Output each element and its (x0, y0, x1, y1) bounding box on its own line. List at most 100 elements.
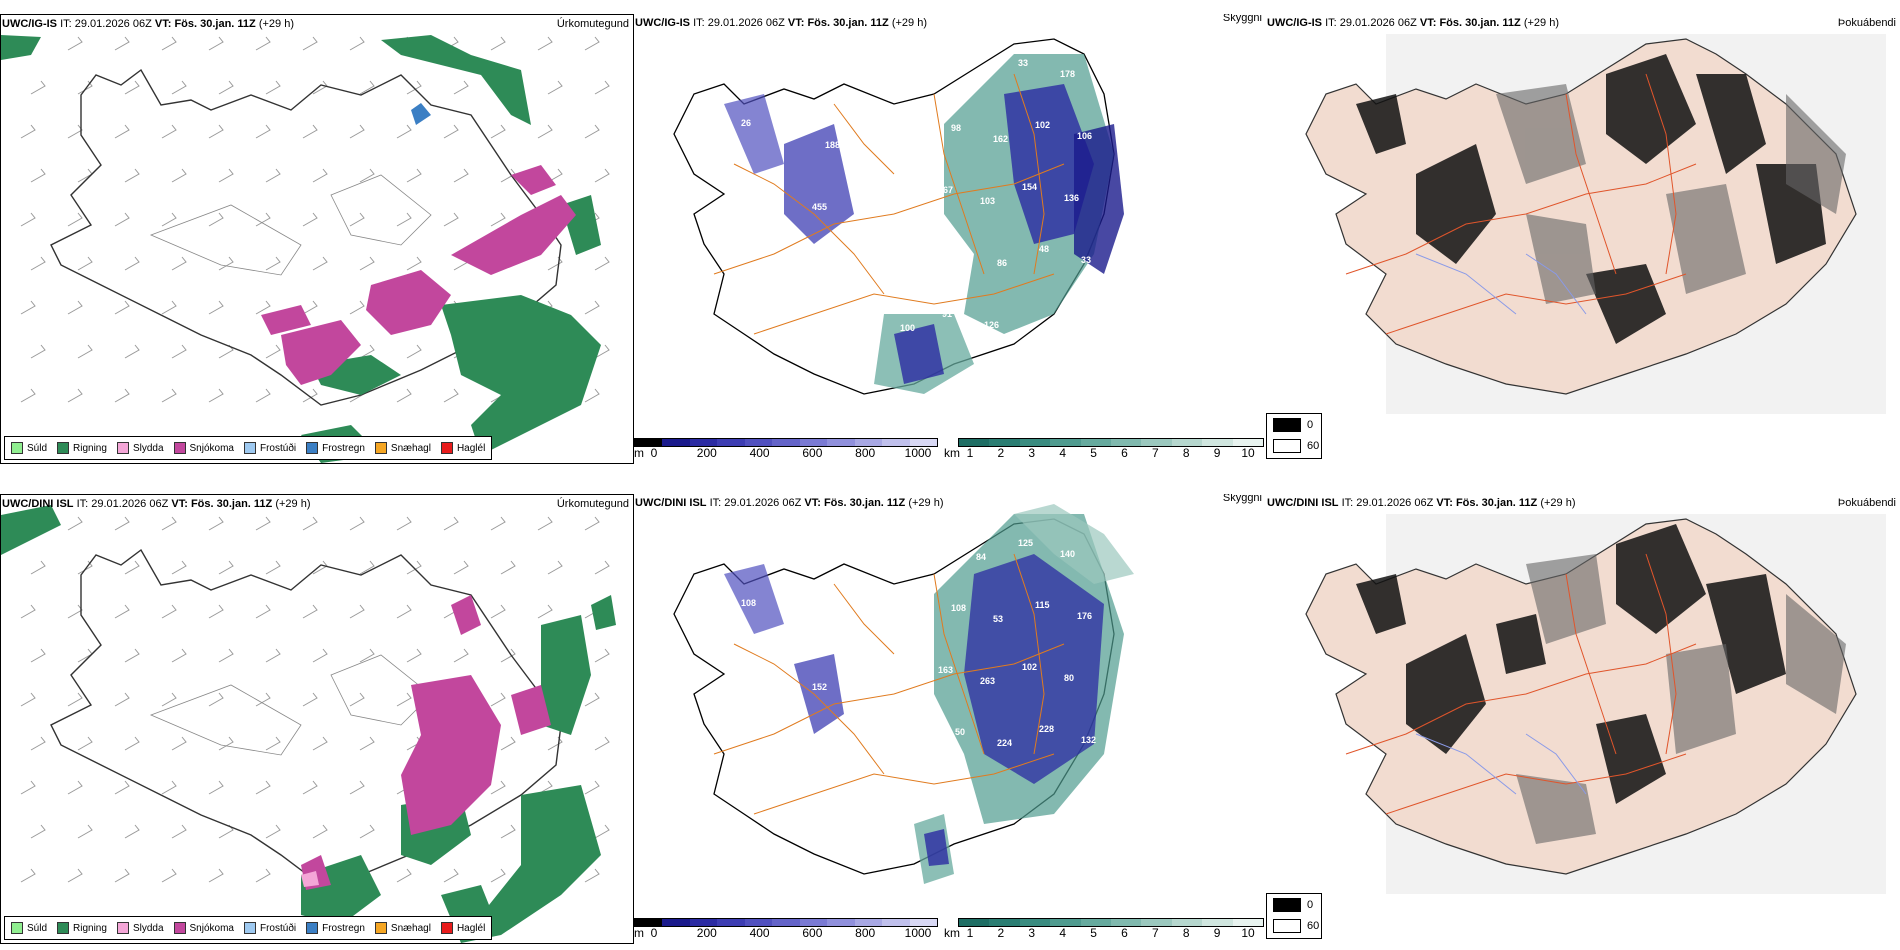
precip-legend-item: Snjókoma (173, 922, 234, 934)
wind-barb (218, 648, 234, 663)
wind-barb (171, 824, 187, 839)
wind-barb (161, 36, 177, 51)
wind-barb (30, 736, 46, 751)
visibility-panel-bottom: 155 147 86 153 79 78 84 125 140 108 59 386 372 750 108… (634, 494, 1266, 944)
colorbar-tick-label: 7 (1151, 446, 1159, 460)
fog-legend-label: 0 (1307, 419, 1314, 431)
colorbar-segment (689, 919, 718, 926)
it-label: IT: (1325, 17, 1337, 29)
colorbar-segment (882, 919, 910, 926)
wind-barb (443, 124, 459, 139)
wind-barb (547, 80, 563, 95)
wind-barb (594, 736, 610, 751)
wind-barb (349, 692, 365, 707)
visibility-value-label: 152 (812, 682, 827, 692)
wind-barb (500, 736, 516, 751)
wind-barb (453, 560, 469, 575)
colorbar-segment (1202, 919, 1233, 926)
visibility-value-label: 154 (1022, 182, 1037, 192)
colorbar-segment (662, 439, 690, 446)
wind-barb (302, 212, 318, 227)
visibility-colorbar-bar (958, 918, 1264, 927)
precip-legend-label: Frostúði (259, 442, 297, 454)
panel-header: UWC/IG-IS IT: 29.01.2026 06Z VT: Fös. 30… (635, 17, 927, 29)
wind-barb (114, 692, 130, 707)
it-value: 29.01.2026 06Z (724, 497, 802, 509)
colorbar-segment (662, 919, 690, 926)
wind-barb (171, 256, 187, 271)
wind-barb (594, 344, 610, 359)
lead-time: (+29 h) (1523, 17, 1560, 29)
precip-type-panel-top: UWC/IG-IS IT: 29.01.2026 06Z VT: Fös. 30… (0, 14, 634, 464)
wind-barb (30, 256, 46, 271)
wind-barb (396, 516, 412, 531)
wind-barb (30, 344, 46, 359)
wind-barb (500, 648, 516, 663)
visibility-value-label: 84 (976, 552, 986, 562)
wind-barb (359, 168, 375, 183)
colorbar-tick-label: 4 (1059, 926, 1066, 940)
wind-barb (349, 124, 365, 139)
visibility-value-label: 52 (955, 247, 965, 257)
wind-barb (594, 648, 610, 663)
precip-type-panel-bottom: UWC/DINI ISL IT: 29.01.2026 06Z VT: Fös.… (0, 494, 634, 944)
ceiling-colorbar-bar (634, 918, 938, 927)
wind-barb (396, 868, 412, 883)
panel-title: Skyggni (1222, 494, 1262, 504)
wind-barb (171, 736, 187, 751)
precip-legend-swatch (57, 442, 70, 454)
wind-barb (171, 80, 187, 95)
ceiling-colorbar: m 0 200 400 600 800 1000 (634, 438, 938, 464)
colorbar-segment (1111, 439, 1142, 446)
wind-barb (406, 168, 422, 183)
visibility-value-label: 136 (1064, 193, 1079, 203)
colorbar-tick-label: 5 (1090, 446, 1097, 460)
visibility-value-label: 188 (825, 140, 840, 150)
visibility-panel-top: 134 27 227 78 105 110 12 33 178 26 195 188 76 105 98 16… (634, 14, 1266, 464)
wind-barb (265, 256, 281, 271)
colorbar-tick-label: 10 (1241, 446, 1255, 460)
wind-barb (359, 344, 375, 359)
colorbar-segment (635, 439, 663, 446)
vt-label: VT: (1419, 17, 1437, 29)
wind-barb (114, 516, 130, 531)
wind-barb (30, 560, 46, 575)
it-label: IT: (60, 18, 72, 30)
wind-barb (500, 824, 516, 839)
wind-barb (547, 560, 563, 575)
wind-barb (359, 80, 375, 95)
precip-legend-label: Rigning (73, 922, 107, 934)
fog-legend-swatch (1273, 898, 1301, 912)
colorbar-segment (717, 439, 745, 446)
colorbar-tick-label: 4 (1059, 446, 1066, 460)
wind-barb (396, 604, 412, 619)
wind-barb (114, 868, 130, 883)
precip-legend-swatch (243, 442, 256, 454)
wind-barb (255, 516, 271, 531)
precip-legend-swatch (243, 922, 256, 934)
it-value: 29.01.2026 06Z (1356, 497, 1434, 509)
visibility-value-label: 33 (1018, 58, 1028, 68)
model-name: UWC/IG-IS (1267, 17, 1322, 29)
wind-barb (537, 780, 553, 795)
it-label: IT: (709, 497, 722, 509)
wind-barb (20, 868, 36, 883)
colorbar-segment (1111, 919, 1142, 926)
precip-legend-item: Snjókoma (173, 442, 234, 454)
precip-legend-item: Súld (11, 922, 47, 934)
precip-legend-swatch (306, 442, 319, 454)
wind-barb (359, 560, 375, 575)
wind-barb (67, 604, 83, 619)
wind-barb (77, 824, 93, 839)
wind-barb (490, 36, 506, 51)
wind-barb (453, 80, 469, 95)
colorbar-segment (854, 919, 883, 926)
colorbar-tick-label: 600 (802, 926, 823, 940)
vt-label: VT: (804, 497, 821, 509)
wind-barb (20, 212, 36, 227)
colorbar-tick-label: 0 (650, 926, 658, 940)
precip-type-map-top (1, 15, 633, 463)
visibility-value-label: 386 (825, 620, 840, 630)
visibility-value-label: 12 (976, 72, 986, 82)
precip-legend-label: Súld (27, 922, 48, 934)
